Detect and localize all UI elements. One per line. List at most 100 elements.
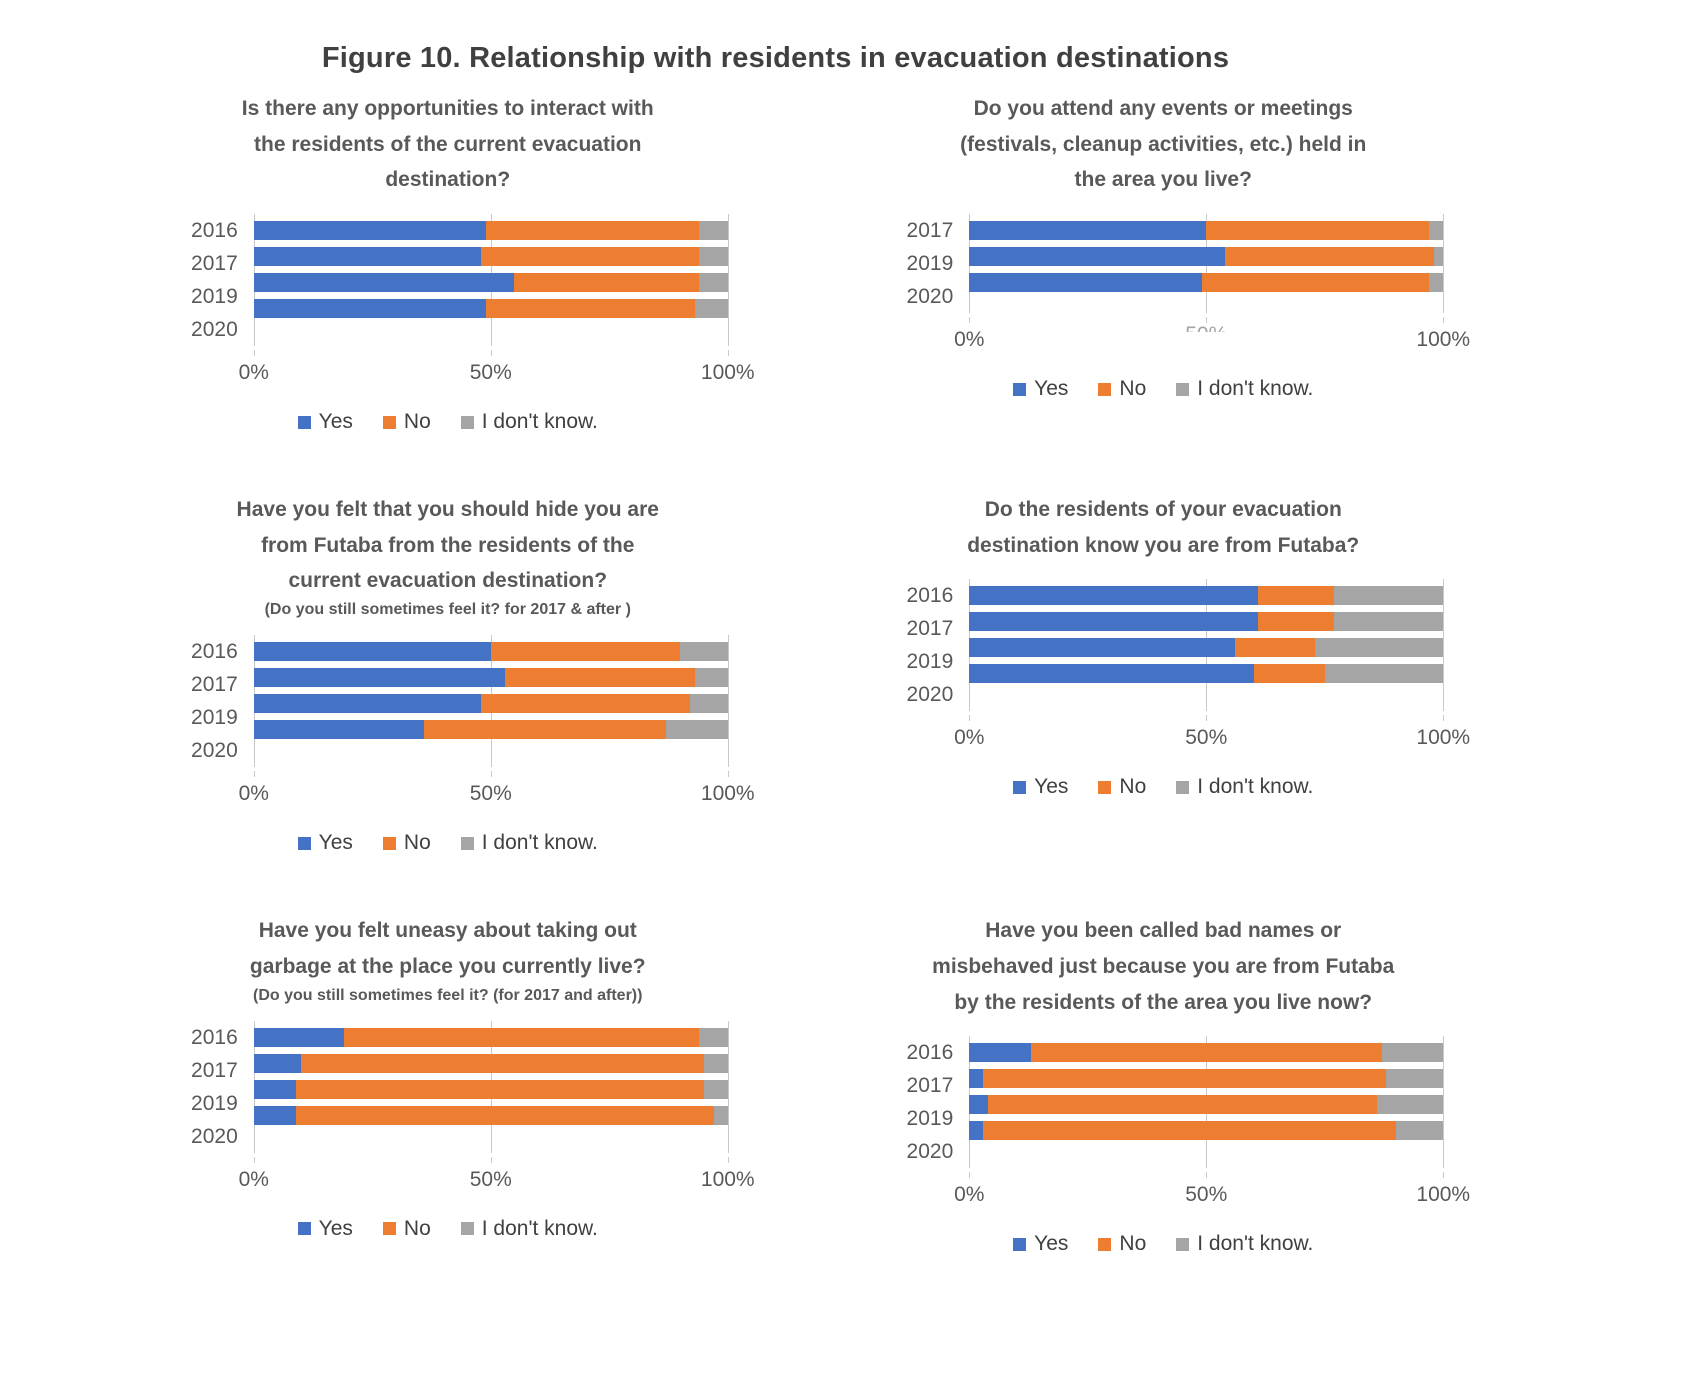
x-axis-wrap: 0% 50% 100% bbox=[168, 350, 755, 392]
bar-segment-no bbox=[296, 1079, 705, 1099]
legend-swatch-i-don-t-know bbox=[460, 1222, 474, 1235]
bar-row bbox=[253, 1105, 728, 1125]
chart-title-line: destination know you are from Futaba? bbox=[967, 533, 1360, 557]
bar-segment-i-don-t-know bbox=[694, 668, 728, 688]
legend-swatch-yes bbox=[297, 415, 311, 429]
bar-segment-yes bbox=[969, 638, 1235, 658]
plot-area bbox=[969, 579, 1445, 712]
x-tick-label: 100% bbox=[700, 361, 755, 385]
bar-segment-no bbox=[343, 1027, 700, 1047]
bar-segment-i-don-t-know bbox=[1324, 664, 1444, 684]
legend-label: No bbox=[403, 1216, 431, 1240]
bar-segment-i-don-t-know bbox=[704, 1079, 728, 1099]
figure-title: Figure 10. Relationship with residents i… bbox=[321, 42, 1230, 74]
x-tick-label: 0% bbox=[238, 361, 269, 385]
bar-segment-yes bbox=[969, 612, 1259, 632]
x-axis: 0% 50% 100% bbox=[954, 317, 1470, 359]
bar-segment-yes bbox=[253, 642, 491, 662]
legend-label: Yes bbox=[318, 831, 353, 855]
x-tick-label: 100% bbox=[1416, 1183, 1471, 1207]
bar-segment-no bbox=[481, 694, 690, 714]
bar-segment-no bbox=[983, 1069, 1387, 1089]
bar-row bbox=[253, 221, 728, 241]
legend-item: Yes bbox=[297, 831, 353, 855]
legend-item: I don't know. bbox=[460, 831, 598, 855]
chart-title-line: garbage at the place you currently live? bbox=[249, 954, 646, 978]
legend-label: I don't know. bbox=[481, 1216, 598, 1240]
bar-segment-no bbox=[1234, 638, 1316, 658]
bar-segment-yes bbox=[969, 1121, 984, 1141]
x-tick-mark bbox=[490, 1156, 492, 1163]
x-tick-mark bbox=[969, 317, 971, 324]
plot-area bbox=[969, 1036, 1445, 1169]
chart-title-line: the area you live? bbox=[1074, 168, 1252, 192]
chart-bad-names: Have you been called bad names or misbeha… bbox=[806, 913, 1522, 1256]
bar-segment-i-don-t-know bbox=[699, 273, 728, 293]
legend-label: I don't know. bbox=[481, 831, 598, 855]
legend: Yes No I don't know. bbox=[998, 775, 1328, 799]
y-axis-labels: 2016 2017 2019 2020 bbox=[168, 214, 254, 346]
legend-label: Yes bbox=[1034, 1232, 1069, 1256]
bar-segment-i-don-t-know bbox=[1334, 586, 1444, 606]
legend: Yes No I don't know. bbox=[998, 377, 1328, 401]
year-label: 2020 bbox=[906, 683, 954, 707]
year-label: 2016 bbox=[191, 219, 238, 243]
bar-row bbox=[969, 221, 1444, 241]
bar-segment-no bbox=[481, 247, 700, 267]
legend: Yes No I don't know. bbox=[283, 1217, 613, 1241]
bar-segment-yes bbox=[253, 668, 505, 688]
year-label: 2019 bbox=[191, 706, 238, 730]
grid-line bbox=[1443, 579, 1445, 712]
legend-swatch-no bbox=[1098, 382, 1112, 396]
bar-segment-yes bbox=[253, 1079, 297, 1099]
x-tick-label: 50% bbox=[469, 782, 512, 806]
legend-label: No bbox=[1119, 775, 1147, 799]
legend-item: No bbox=[382, 1216, 431, 1241]
bar-row bbox=[969, 273, 1444, 293]
bar-segment-no bbox=[1253, 664, 1325, 684]
grid-line bbox=[1443, 1036, 1445, 1169]
y-axis-labels: 2016 2017 2019 2020 bbox=[168, 635, 254, 767]
x-axis-wrap: 0% 50% 100% bbox=[883, 1172, 1470, 1214]
bar-row bbox=[253, 668, 728, 688]
legend-swatch-no bbox=[1098, 1237, 1112, 1251]
x-tick-label: 100% bbox=[1416, 328, 1471, 352]
bar-segment-i-don-t-know bbox=[1433, 247, 1444, 267]
bar-row bbox=[253, 273, 728, 293]
x-tick-label: 0% bbox=[238, 782, 269, 806]
legend-item: No bbox=[382, 831, 431, 855]
x-tick-mark bbox=[490, 350, 492, 357]
bar-segment-no bbox=[296, 1105, 714, 1125]
year-label: 2020 bbox=[191, 318, 238, 342]
bar-segment-yes bbox=[969, 221, 1207, 241]
x-axis-wrap: 0% 50% 100% bbox=[883, 715, 1470, 757]
x-tick-mark bbox=[727, 771, 729, 778]
year-label: 2017 bbox=[191, 673, 238, 697]
x-tick-mark bbox=[1206, 317, 1208, 324]
x-tick-mark bbox=[253, 350, 255, 357]
y-axis-labels: 2016 2017 2019 2020 bbox=[168, 1021, 254, 1153]
year-label: 2020 bbox=[191, 739, 238, 763]
bar-segment-no bbox=[988, 1095, 1377, 1115]
year-label: 2020 bbox=[906, 285, 954, 309]
bar-row bbox=[253, 1053, 728, 1073]
plot: 2016 2017 2019 2020 bbox=[883, 1036, 1445, 1169]
bar-segment-no bbox=[490, 642, 681, 662]
bar-segment-yes bbox=[253, 694, 482, 714]
chart-residents-know-futaba: Do the residents of your evacuation desti… bbox=[806, 492, 1522, 799]
chart-subtitle: (Do you still sometimes feel it? (for 20… bbox=[253, 986, 643, 1004]
bar-segment-i-don-t-know bbox=[1429, 273, 1444, 293]
legend-label: I don't know. bbox=[1197, 377, 1314, 401]
year-label: 2020 bbox=[191, 1124, 238, 1148]
chart-title: Have you felt that you should hide you a… bbox=[237, 492, 659, 599]
legend-item: Yes bbox=[1013, 377, 1068, 401]
bar-segment-no bbox=[1225, 247, 1434, 267]
legend-label: I don't know. bbox=[481, 410, 598, 434]
legend-item: I don't know. bbox=[460, 410, 598, 434]
legend-label: Yes bbox=[1034, 377, 1069, 401]
bar-segment-i-don-t-know bbox=[689, 694, 728, 714]
bar-segment-i-don-t-know bbox=[704, 1053, 728, 1073]
legend-swatch-yes bbox=[1013, 382, 1027, 396]
legend-swatch-i-don-t-know bbox=[460, 836, 474, 850]
x-axis-wrap: 0% 50% 100% bbox=[883, 317, 1470, 359]
